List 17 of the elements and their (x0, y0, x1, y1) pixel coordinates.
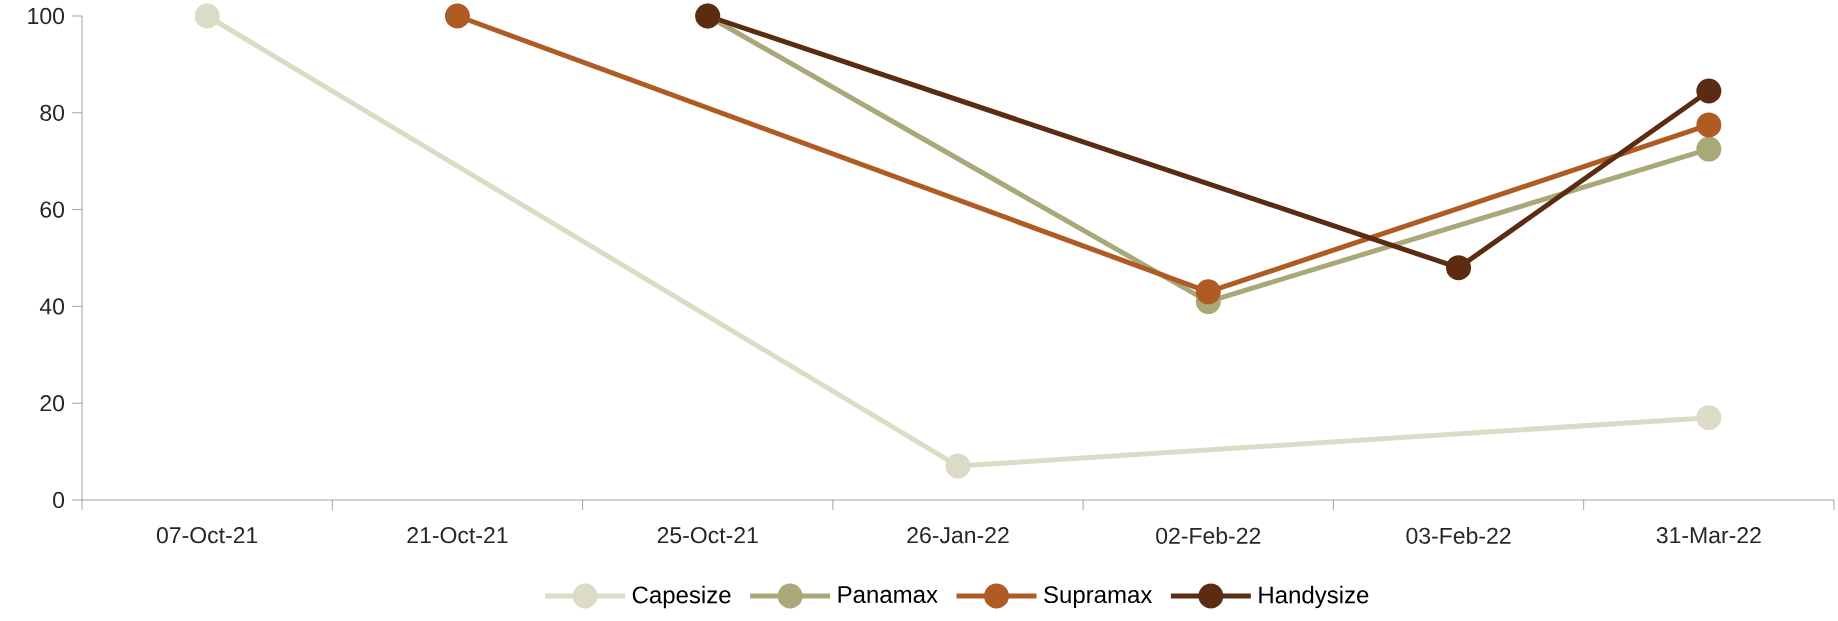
x-tick-label: 25-Oct-21 (657, 527, 758, 544)
y-tick-label: 0 (53, 491, 65, 509)
x-tick-label: 21-Oct-21 (407, 527, 508, 544)
y-tick-label: 40 (39, 298, 65, 315)
x-tick-label: 26-Jan-22 (907, 527, 1009, 544)
y-tick-label: 20 (40, 395, 65, 412)
legend-label: Capesize (632, 585, 731, 609)
legend-label: Handysize (1259, 585, 1369, 609)
y-tick-label: 60 (40, 201, 65, 218)
y-tick-label: 80 (40, 104, 65, 121)
legend-label: Panamax (838, 586, 938, 603)
x-tick-label: 07-Oct-21 (156, 527, 258, 544)
y-tick-label: 100 (28, 7, 65, 25)
x-tick-label: 03-Feb-22 (1406, 527, 1511, 544)
x-tick-label: 31-Mar-22 (1656, 527, 1761, 544)
x-tick-label: 02-Feb-22 (1156, 527, 1261, 544)
legend-label: Supramax (1044, 586, 1153, 608)
